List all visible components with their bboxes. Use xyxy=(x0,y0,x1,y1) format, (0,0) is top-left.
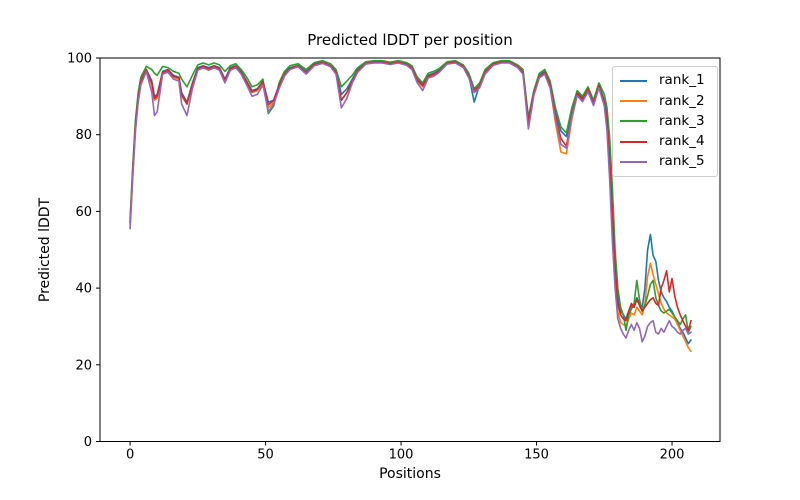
y-tick-label: 60 xyxy=(75,205,92,220)
y-tick-label: 100 xyxy=(67,52,92,67)
legend-item-rank-5: rank_5 xyxy=(620,155,710,169)
legend-item-rank-2: rank_2 xyxy=(620,92,710,109)
y-tick-label: 80 xyxy=(75,128,92,143)
x-axis-label: Positions xyxy=(379,466,441,482)
legend-label-rank-3: rank_3 xyxy=(659,112,705,129)
legend-item-rank-1: rank_1 xyxy=(620,74,710,88)
legend-line-swatch-rank-3 xyxy=(620,120,647,123)
y-tick-label: 0 xyxy=(84,435,92,450)
chart-title: Predicted lDDT per position xyxy=(307,31,513,49)
x-tick-label: 50 xyxy=(257,448,274,463)
series-line-rank_3 xyxy=(129,59,692,334)
legend-line-swatch-rank-2 xyxy=(620,100,647,103)
x-tick-label: 150 xyxy=(524,448,549,463)
y-tick-label: 40 xyxy=(75,282,92,297)
legend-item-rank-4: rank_4 xyxy=(620,132,710,149)
x-tick-label: 200 xyxy=(660,448,685,463)
legend: rank_1 rank_2 rank_3 rank_4 rank_5 xyxy=(612,66,718,177)
series-line-rank_5 xyxy=(129,62,692,343)
legend-item-rank-3: rank_3 xyxy=(620,112,710,129)
legend-line-swatch-rank-4 xyxy=(620,140,647,143)
legend-label-rank-4: rank_4 xyxy=(659,132,705,149)
legend-label-rank-1: rank_1 xyxy=(659,72,705,89)
x-tick-label: 100 xyxy=(389,448,414,463)
legend-line-swatch-rank-1 xyxy=(620,80,647,83)
y-tick-label: 20 xyxy=(75,358,92,373)
legend-label-rank-5: rank_5 xyxy=(659,153,705,170)
y-axis-label: Predicted lDDT xyxy=(37,197,53,303)
series-line-rank_4 xyxy=(129,61,692,332)
legend-line-swatch-rank-5 xyxy=(620,160,647,163)
x-tick-label: 0 xyxy=(126,448,134,463)
axes-spines xyxy=(99,57,721,442)
legend-label-rank-2: rank_2 xyxy=(659,92,705,109)
